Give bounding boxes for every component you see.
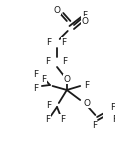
Text: F: F	[44, 57, 49, 65]
Text: O: O	[53, 6, 60, 14]
Text: O: O	[80, 16, 87, 26]
Text: F: F	[45, 38, 50, 47]
Text: F: F	[61, 38, 66, 47]
Text: O: O	[83, 99, 90, 107]
Text: F: F	[45, 101, 50, 111]
Text: F: F	[59, 115, 64, 124]
Text: F: F	[91, 120, 96, 130]
Text: F: F	[81, 10, 86, 20]
Text: F: F	[33, 69, 38, 79]
Text: F: F	[41, 75, 46, 83]
Text: F: F	[83, 81, 88, 89]
Text: F: F	[62, 57, 67, 65]
Text: F: F	[110, 103, 115, 111]
Text: F: F	[111, 115, 115, 124]
Text: O: O	[63, 75, 70, 83]
Text: F: F	[45, 115, 50, 124]
Text: F: F	[33, 83, 38, 93]
